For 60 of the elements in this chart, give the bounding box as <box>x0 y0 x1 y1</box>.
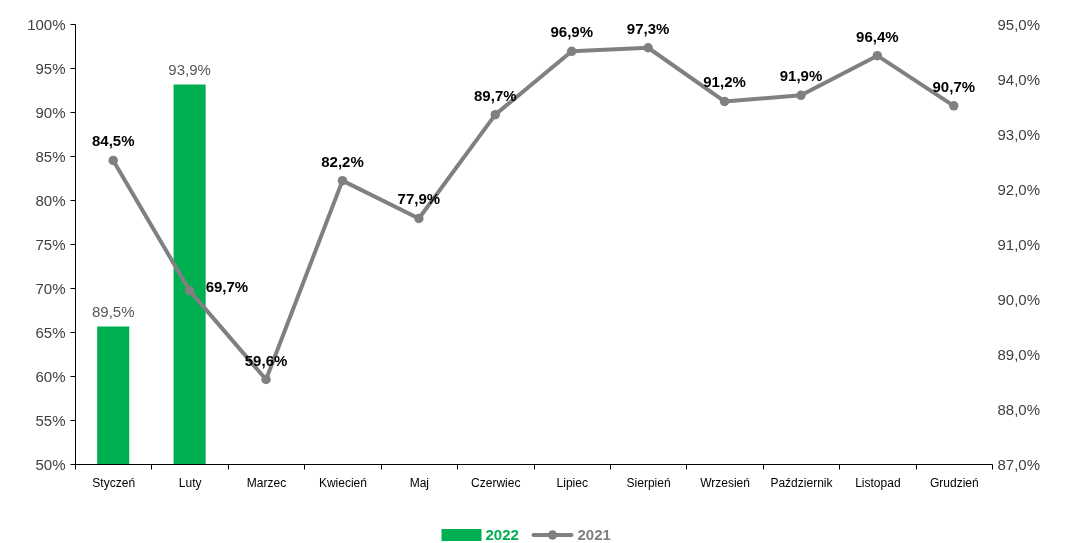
point <box>184 285 195 296</box>
data-label: 97,3% <box>626 19 670 37</box>
y-tick-label: 90% <box>35 103 66 121</box>
y2-tick-label: 94,0% <box>997 70 1041 88</box>
y2-tick-label: 92,0% <box>997 180 1041 198</box>
x-tick-label: Luty <box>178 475 202 490</box>
y2-tick-label: 90,0% <box>997 290 1041 308</box>
y-tick-label: 85% <box>35 147 66 165</box>
x-tick-label: Wrzesień <box>700 475 750 490</box>
point <box>643 43 653 53</box>
data-label: 90,7% <box>932 77 976 95</box>
x-tick-label: Maj <box>409 475 430 490</box>
y-tick-label: 75% <box>35 235 66 253</box>
data-label: 89,7% <box>474 86 517 104</box>
point <box>414 213 424 224</box>
point <box>337 175 348 186</box>
point <box>108 155 118 166</box>
data-label: 77,9% <box>397 190 441 208</box>
x-tick-label: Grudzień <box>929 475 979 490</box>
data-label: 59,6% <box>244 351 288 369</box>
y-tick-label: 60% <box>35 367 66 385</box>
data-label: 96,4% <box>856 27 899 45</box>
y2-tick-label: 89,0% <box>997 345 1041 363</box>
y-tick-label: 50% <box>35 455 66 473</box>
x-tick-label: Październik <box>770 475 834 490</box>
y2-tick-label: 88,0% <box>997 400 1041 418</box>
data-label: 84,5% <box>91 132 135 150</box>
y-tick-label: 80% <box>35 191 66 209</box>
point <box>261 374 271 385</box>
x-tick-label: Marzec <box>246 475 287 490</box>
x-tick-label: Listopad <box>855 475 901 490</box>
y2-tick-label: 95,0% <box>997 15 1041 33</box>
y-tick-label: 100% <box>27 15 66 33</box>
x-tick-label: Czerwiec <box>471 475 521 490</box>
legend-label: 2022 <box>485 526 519 543</box>
x-tick-label: Sierpień <box>626 475 671 490</box>
data-label: 91,9% <box>779 67 823 85</box>
data-label: 69,7% <box>205 277 249 295</box>
x-tick-label: Lipiec <box>556 475 588 490</box>
y2-tick-label: 91,0% <box>997 235 1041 253</box>
point <box>949 101 959 111</box>
legend-label: 2021 <box>577 526 611 543</box>
y-tick-label: 65% <box>35 323 66 341</box>
data-label: 96,9% <box>550 23 593 41</box>
y2-tick-label: 87,0% <box>997 455 1041 473</box>
y-tick-label: 70% <box>35 279 66 297</box>
point <box>796 90 806 101</box>
x-tick-label: Kwiecień <box>318 475 367 490</box>
data-label: 91,2% <box>703 73 746 91</box>
y-tick-label: 55% <box>35 411 66 429</box>
data-label: 89,5% <box>91 302 135 320</box>
data-label: 93,9% <box>168 60 211 78</box>
point <box>872 50 883 61</box>
data-label: 82,2% <box>321 152 364 170</box>
y-tick-label: 95% <box>35 59 66 77</box>
point <box>490 109 501 120</box>
point <box>566 46 577 57</box>
y2-tick-label: 93,0% <box>997 125 1041 143</box>
point <box>719 96 730 107</box>
x-tick-label: Styczeń <box>92 475 136 490</box>
